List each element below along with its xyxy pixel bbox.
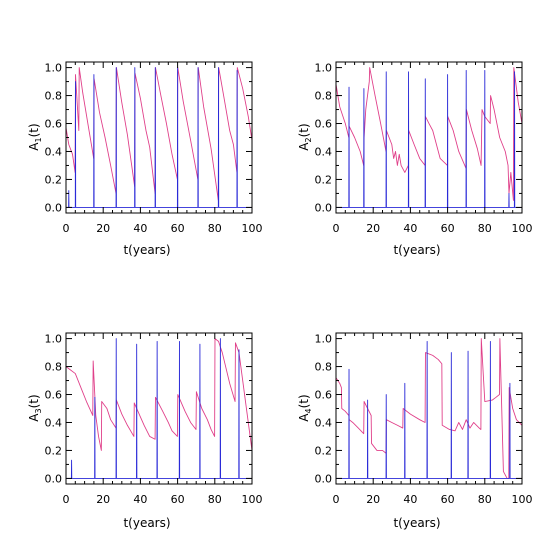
x-tick-label: 60: [171, 493, 185, 506]
y-axis-label-arg: (t): [297, 123, 311, 137]
x-axis-label: t(years): [393, 243, 440, 257]
x-tick-label: 0: [63, 493, 70, 506]
x-tick-label: 80: [478, 222, 492, 235]
y-tick-label: 0.8: [315, 361, 333, 374]
x-tick-label: 20: [366, 493, 380, 506]
x-tick-label: 60: [441, 493, 455, 506]
y-tick-label: 0.8: [45, 361, 63, 374]
x-tick-label: 60: [171, 222, 185, 235]
x-tick-label: 100: [242, 222, 263, 235]
series-line-2: [66, 338, 252, 479]
y-tick-label: 0.0: [315, 472, 333, 485]
y-tick-label: 1.0: [45, 333, 63, 346]
y-axis-label-sub: 3: [34, 408, 43, 413]
y-tick-label: 0.4: [45, 416, 63, 429]
y-axis-label-arg: (t): [297, 394, 311, 408]
y-tick-label: 0.0: [315, 201, 333, 214]
x-tick-label: 20: [96, 222, 110, 235]
y-axis-label-arg: (t): [27, 394, 41, 408]
y-axis-label: A3(t): [27, 394, 43, 421]
y-axis-label-sub: 4: [304, 408, 313, 413]
y-tick-label: 0.2: [45, 444, 63, 457]
chart-panel-bottom-right: 0 20 40 60 80 100 0.0 0.2 0.4 0.6 0.8 1.0 t(years) A4…: [297, 332, 533, 530]
y-axis-label-arg: (t): [27, 123, 41, 137]
y-tick-label: 0.8: [45, 90, 63, 103]
y-tick-label: 1.0: [45, 62, 63, 75]
y-tick-label: 0.8: [315, 90, 333, 103]
x-tick-label: 40: [133, 222, 147, 235]
x-tick-label: 100: [512, 493, 533, 506]
y-tick-label: 1.0: [315, 333, 333, 346]
x-tick-label: 20: [96, 493, 110, 506]
x-tick-label: 0: [333, 222, 340, 235]
y-tick-label: 0.2: [45, 173, 63, 186]
x-axis-label: t(years): [393, 516, 440, 530]
y-tick-label: 0.4: [45, 145, 63, 158]
x-tick-label: 40: [403, 222, 417, 235]
x-tick-label: 40: [133, 493, 147, 506]
x-tick-label: 100: [512, 222, 533, 235]
y-axis-label-sub: 2: [304, 137, 313, 142]
y-tick-label: 0.6: [315, 118, 333, 131]
y-axis-label-sub: 1: [34, 137, 43, 142]
x-axis-label: t(years): [123, 243, 170, 257]
chart-panel-top-left: 0 20 40 60 80 100 0.0 0.2 0.4 0.6 0.8 1.0 t(years) A1…: [27, 61, 263, 257]
x-tick-label: 40: [403, 493, 417, 506]
chart-panel-top-right: 0 20 40 60 80 100 0.0 0.2 0.4 0.6 0.8 1.0 t(years) A2…: [297, 61, 533, 257]
y-tick-label: 0.0: [45, 201, 63, 214]
y-axis-label: A2(t): [297, 123, 313, 150]
x-tick-label: 100: [242, 493, 263, 506]
x-tick-label: 80: [208, 222, 222, 235]
y-tick-label: 0.2: [315, 444, 333, 457]
y-axis-label-base: A: [27, 413, 41, 422]
y-axis-label-base: A: [297, 142, 311, 151]
series-line-1: [66, 67, 252, 201]
plot-frame: [65, 332, 253, 485]
y-tick-label: 0.6: [315, 389, 333, 402]
y-axis-label: A1(t): [27, 123, 43, 150]
x-tick-label: 20: [366, 222, 380, 235]
x-tick-label: 0: [333, 493, 340, 506]
series-line-2: [336, 69, 522, 208]
y-tick-label: 1.0: [315, 62, 333, 75]
y-axis-label-base: A: [297, 413, 311, 422]
x-tick-label: 80: [208, 493, 222, 506]
series-line-1: [336, 338, 522, 479]
y-tick-label: 0.0: [45, 472, 63, 485]
x-tick-label: 0: [63, 222, 70, 235]
y-tick-label: 0.6: [45, 118, 63, 131]
series-line-1: [66, 338, 252, 451]
x-tick-label: 60: [441, 222, 455, 235]
x-tick-label: 80: [478, 493, 492, 506]
x-axis-label: t(years): [123, 516, 170, 530]
y-axis-label-base: A: [27, 142, 41, 151]
y-tick-label: 0.4: [315, 145, 333, 158]
y-tick-label: 0.6: [45, 389, 63, 402]
chart-panel-bottom-left: 0 20 40 60 80 100 0.0 0.2 0.4 0.6 0.8 1.0 t(years) A3…: [27, 332, 263, 530]
series-line-2: [66, 67, 252, 208]
y-axis-label: A4(t): [297, 394, 313, 421]
series-line-2: [336, 340, 522, 479]
y-tick-label: 0.2: [315, 173, 333, 186]
y-tick-label: 0.4: [315, 416, 333, 429]
